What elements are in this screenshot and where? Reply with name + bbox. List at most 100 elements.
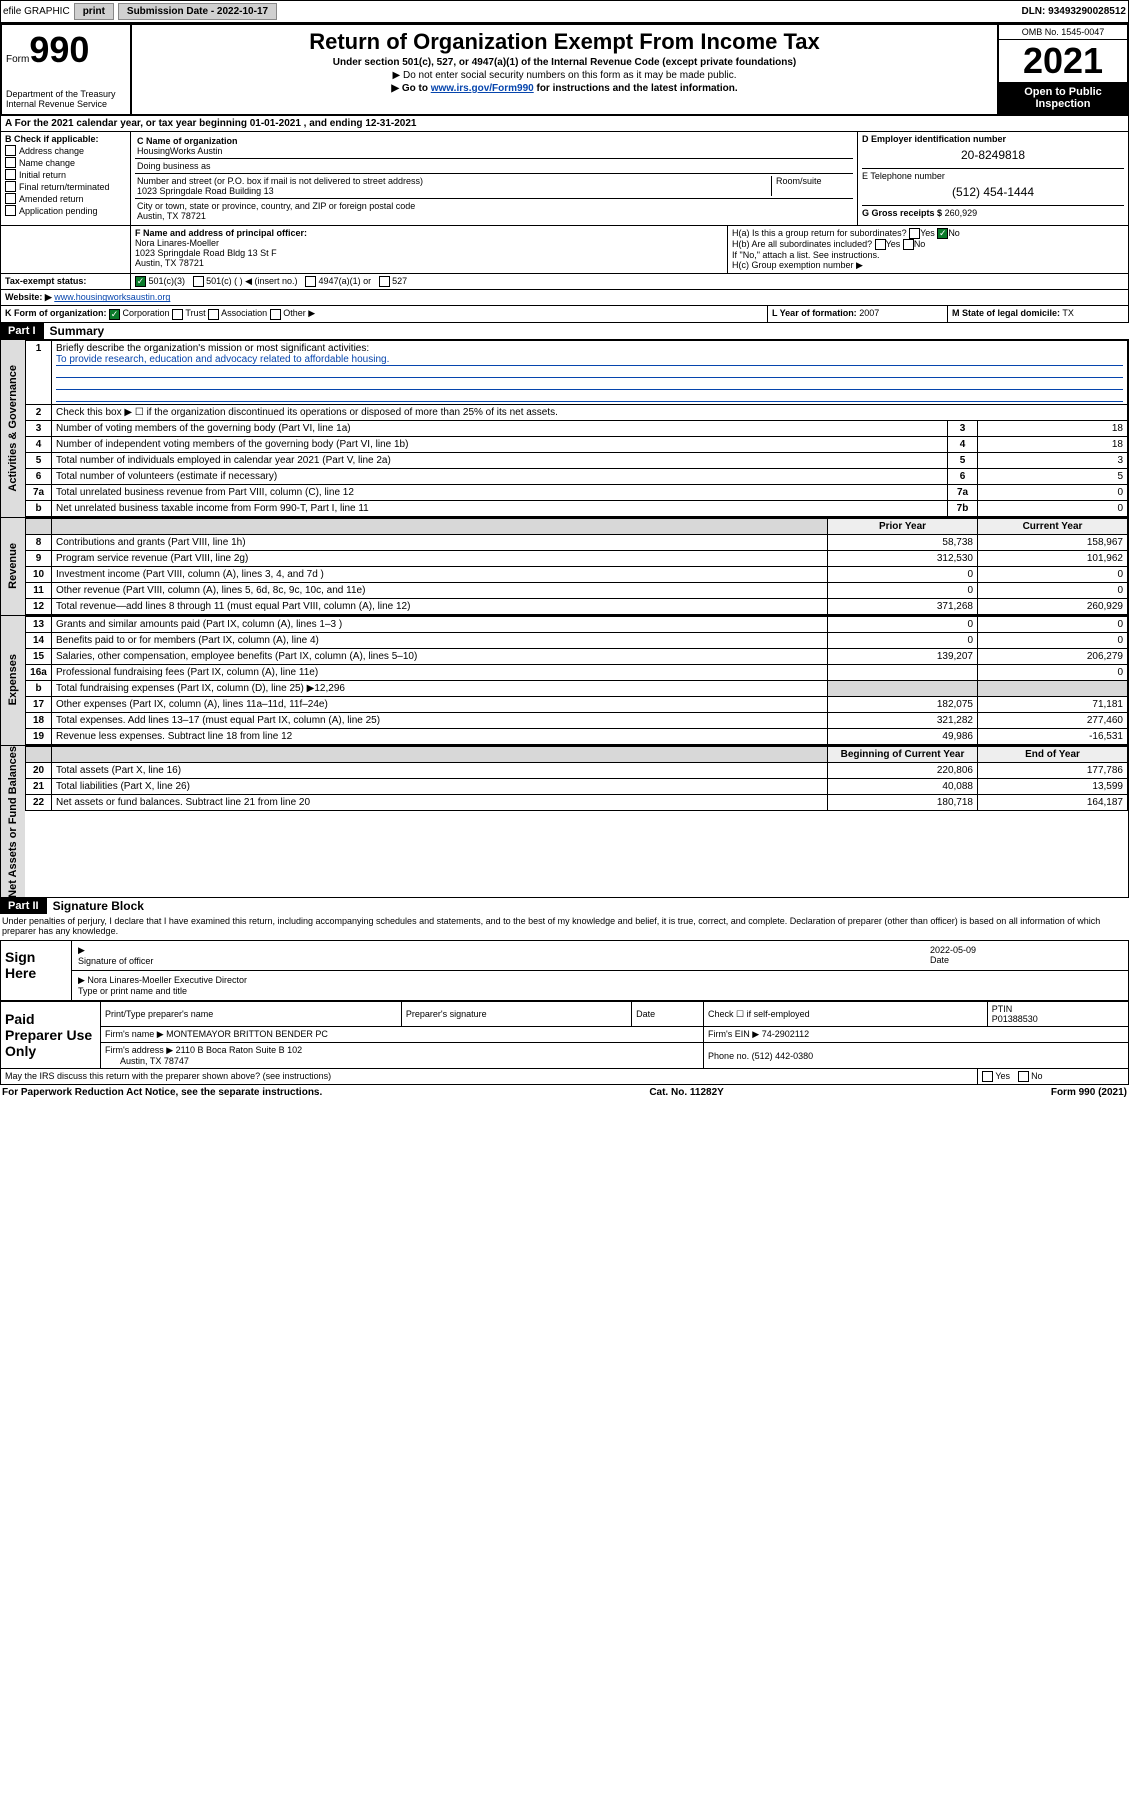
footer-right: Form 990 (2021): [1051, 1087, 1127, 1098]
trust-label: Trust: [185, 308, 205, 318]
domicile-value: TX: [1062, 308, 1074, 318]
line-9-curr: 101,962: [978, 550, 1128, 566]
summary-table-1: 1 Briefly describe the organization's mi…: [25, 340, 1128, 517]
line-14-text: Benefits paid to or for members (Part IX…: [52, 632, 828, 648]
nafb-strip: Net Assets or Fund Balances: [1, 746, 25, 898]
officer-label: F Name and address of principal officer:: [135, 228, 723, 238]
line-5-val: 3: [978, 452, 1128, 468]
efile-label: efile GRAPHIC: [3, 6, 70, 17]
exp-label: Expenses: [7, 654, 19, 705]
application-pending-check[interactable]: [5, 205, 16, 216]
line-10-prior: 0: [828, 566, 978, 582]
hb-no-check[interactable]: [903, 239, 914, 250]
revenue-strip: Revenue: [1, 518, 25, 615]
501c-check[interactable]: [193, 276, 204, 287]
line-15-curr: 206,279: [978, 648, 1128, 664]
corp-check[interactable]: ✓: [109, 309, 120, 320]
name-change-label: Name change: [19, 158, 75, 168]
line-8-curr: 158,967: [978, 534, 1128, 550]
line-12-prior: 371,268: [828, 598, 978, 614]
ptin-value: P01388530: [992, 1014, 1038, 1024]
tax-year: 2021: [999, 40, 1127, 82]
discuss-no-check[interactable]: [1018, 1071, 1029, 1082]
line-17-text: Other expenses (Part IX, column (A), lin…: [52, 696, 828, 712]
expenses-block: Expenses 13Grants and similar amounts pa…: [0, 616, 1129, 746]
527-check[interactable]: [379, 276, 390, 287]
527-label: 527: [392, 276, 407, 286]
ha-yes-check[interactable]: [909, 228, 920, 239]
line-10-text: Investment income (Part VIII, column (A)…: [52, 566, 828, 582]
line-7b-val: 0: [978, 500, 1128, 516]
sig-date-label: Date: [930, 955, 949, 965]
block-d: D Employer identification number 20-8249…: [858, 132, 1128, 225]
line-11-prior: 0: [828, 582, 978, 598]
ha-no-label: No: [948, 228, 960, 238]
gross-label: G Gross receipts $: [862, 208, 942, 218]
4947-check[interactable]: [305, 276, 316, 287]
line-22-curr: 164,187: [978, 794, 1128, 810]
block-b: B Check if applicable: Address change Na…: [1, 132, 131, 225]
submission-date-button[interactable]: Submission Date - 2022-10-17: [118, 3, 277, 20]
discuss-no-label: No: [1031, 1071, 1043, 1081]
signature-block: Sign Here ▶Signature of officer2022-05-0…: [0, 940, 1129, 1001]
discuss-yes-check[interactable]: [982, 1071, 993, 1082]
page-footer: For Paperwork Reduction Act Notice, see …: [0, 1085, 1129, 1100]
gross-value: 260,929: [945, 208, 978, 218]
line-17-prior: 182,075: [828, 696, 978, 712]
discuss-yes-label: Yes: [995, 1071, 1010, 1081]
line-14-curr: 0: [978, 632, 1128, 648]
addr-label: Number and street (or P.O. box if mail i…: [137, 176, 423, 186]
mission-question: Briefly describe the organization's miss…: [56, 343, 369, 354]
ruled-line: [56, 378, 1123, 390]
line-3-val: 18: [978, 420, 1128, 436]
hb-note: If "No," attach a list. See instructions…: [732, 250, 1124, 260]
current-year-hdr: Current Year: [978, 518, 1128, 534]
501c3-check[interactable]: ✓: [135, 276, 146, 287]
trust-check[interactable]: [172, 309, 183, 320]
website-link[interactable]: www.housingworksaustin.org: [54, 292, 170, 302]
line-19-curr: -16,531: [978, 728, 1128, 744]
line-21-text: Total liabilities (Part X, line 26): [52, 778, 828, 794]
line-12-curr: 260,929: [978, 598, 1128, 614]
line-22-text: Net assets or fund balances. Subtract li…: [52, 794, 828, 810]
501c-label: 501(c) ( ) ◀ (insert no.): [206, 276, 297, 286]
line-16a-text: Professional fundraising fees (Part IX, …: [52, 664, 828, 680]
hc-label: H(c) Group exemption number ▶: [732, 260, 1124, 271]
form-title-block: Return of Organization Exempt From Incom…: [132, 25, 997, 114]
sig-officer-label: Signature of officer: [78, 956, 153, 966]
print-button[interactable]: print: [74, 3, 114, 20]
other-label: Other ▶: [283, 308, 315, 318]
amended-return-label: Amended return: [19, 194, 84, 204]
firm-name-label: Firm's name ▶: [105, 1029, 164, 1039]
amended-return-check[interactable]: [5, 193, 16, 204]
hb-yes-label: Yes: [886, 239, 901, 249]
prior-year-hdr: Prior Year: [828, 518, 978, 534]
eoy-hdr: End of Year: [978, 746, 1128, 762]
line-19-text: Revenue less expenses. Subtract line 18 …: [52, 728, 828, 744]
firm-phone-label: Phone no.: [708, 1051, 749, 1061]
sign-here-label: Sign Here: [1, 941, 71, 1000]
line-17-curr: 71,181: [978, 696, 1128, 712]
final-return-check[interactable]: [5, 181, 16, 192]
other-check[interactable]: [270, 309, 281, 320]
sig-name: Nora Linares-Moeller Executive Director: [87, 975, 247, 985]
line-15-text: Salaries, other compensation, employee b…: [52, 648, 828, 664]
assoc-check[interactable]: [208, 309, 219, 320]
j-row: Website: ▶ www.housingworksaustin.org: [0, 290, 1129, 306]
firm-ein: 74-2902112: [762, 1029, 809, 1039]
footer-mid: Cat. No. 11282Y: [649, 1087, 723, 1098]
line-16b-prior: [828, 680, 978, 696]
hb-yes-check[interactable]: [875, 239, 886, 250]
initial-return-check[interactable]: [5, 169, 16, 180]
prep-self-employed: Check ☐ if self-employed: [704, 1002, 988, 1027]
address-change-check[interactable]: [5, 145, 16, 156]
part2-title: Signature Block: [53, 899, 144, 913]
expenses-table: 13Grants and similar amounts paid (Part …: [25, 616, 1128, 745]
form-id-block: Form990 Department of the Treasury Inter…: [2, 25, 132, 114]
form-subtitle-2: ▶ Do not enter social security numbers o…: [140, 70, 989, 81]
irs-link[interactable]: www.irs.gov/Form990: [431, 83, 534, 94]
ha-no-check[interactable]: ✓: [937, 228, 948, 239]
name-change-check[interactable]: [5, 157, 16, 168]
year-formation-value: 2007: [859, 308, 879, 318]
tax-status-label: Tax-exempt status:: [1, 274, 131, 289]
